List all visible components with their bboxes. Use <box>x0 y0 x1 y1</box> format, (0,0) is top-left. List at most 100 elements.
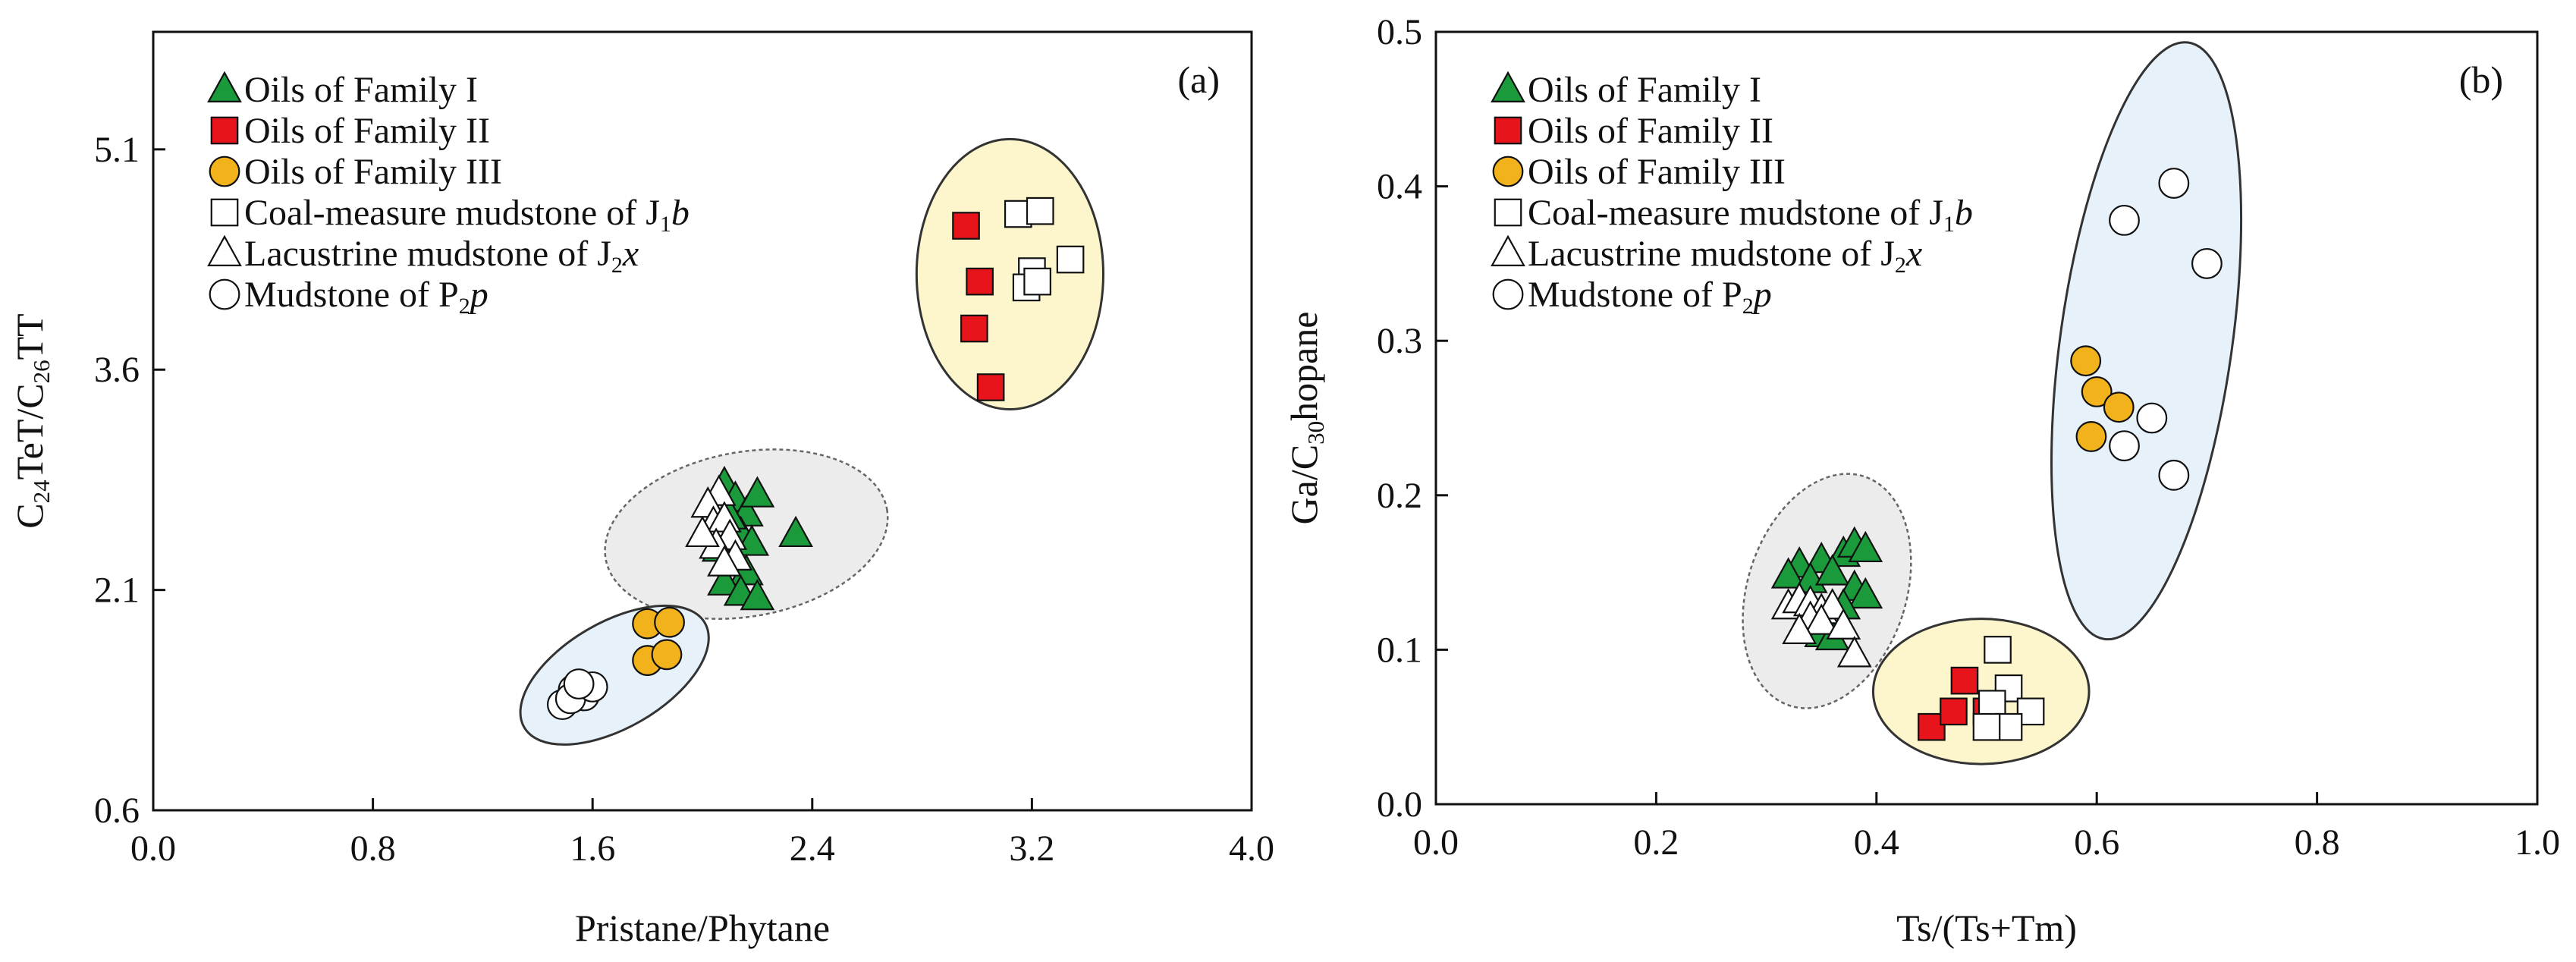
y-tick-label: 3.6 <box>94 350 140 390</box>
text-part: p <box>1751 275 1772 315</box>
text-part: b <box>1955 193 1973 233</box>
legend-marker <box>209 73 240 102</box>
chart-panel-a: 0.0 0.8 1.6 2.4 3.2 4.0 0.6 2.1 3.6 5.1 Pristane/P… <box>8 32 1274 949</box>
y-tick-label: 0.1 <box>1377 630 1422 670</box>
text-part: 1 <box>660 212 671 237</box>
x-axis-title: Ts/(Ts+Tm) <box>1896 907 2077 949</box>
legend-marker <box>1494 280 1523 310</box>
x-axis-title: Pristane/Phytane <box>575 907 830 949</box>
text-part: x <box>622 234 639 274</box>
legend-entry: Lacustrine mudstone of J2x <box>244 234 639 278</box>
x-tick-label: 3.2 <box>1009 828 1054 869</box>
data-point <box>2160 461 2189 490</box>
legend-entry: Oils of Family I <box>1528 70 1761 110</box>
text-part: 2 <box>1742 294 1754 319</box>
figure: 0.0 0.8 1.6 2.4 3.2 4.0 0.6 2.1 3.6 5.1 Pristane/P… <box>0 0 2576 962</box>
legend-marker <box>1492 237 1524 266</box>
data-point <box>2109 431 2139 461</box>
text-part: Ga/C <box>1283 445 1325 525</box>
y-tick-label: 0.6 <box>94 791 140 831</box>
y-tick-label: 2.1 <box>94 571 140 611</box>
legend-entry: Mudstone of P2p <box>1528 275 1772 319</box>
data-point <box>655 608 684 637</box>
text-part: C <box>8 503 51 528</box>
text-part: Coal-measure mudstone of J <box>244 193 660 233</box>
x-tick-label: 0.0 <box>1413 822 1459 863</box>
legend-marker <box>212 118 237 143</box>
text-part: 26 <box>28 360 55 383</box>
x-tick-label: 0.4 <box>1854 822 1899 863</box>
legend-marker <box>210 280 240 310</box>
text-part: b <box>671 193 690 233</box>
text-part: 2 <box>1895 253 1906 278</box>
text-part: TeT/C <box>8 383 51 479</box>
y-tick-label: 5.1 <box>94 130 140 170</box>
text-part: Lacustrine mudstone of J <box>1528 234 1895 274</box>
data-point <box>1984 637 2010 662</box>
text-part: Oils of Family II <box>244 111 490 151</box>
y-tick-label: 0.4 <box>1377 167 1422 207</box>
y-tick-label: 0.2 <box>1377 476 1422 516</box>
text-part: Oils of Family III <box>1528 152 1786 192</box>
data-point <box>1057 247 1083 272</box>
data-point <box>1027 198 1053 224</box>
text-part: p <box>468 275 488 315</box>
text-part: Oils of Family I <box>1528 70 1761 110</box>
data-point <box>652 640 682 669</box>
data-point <box>961 316 987 341</box>
text-part: 30 <box>1302 421 1329 445</box>
x-tick-label: 0.6 <box>2074 822 2119 863</box>
x-tick-label: 0.8 <box>2295 822 2340 863</box>
x-tick-label: 0.2 <box>1633 822 1679 863</box>
data-point <box>2109 206 2139 235</box>
x-tick-label: 0.0 <box>130 828 176 869</box>
legend-entry: Mudstone of P2p <box>244 275 488 319</box>
x-tick-label: 1.0 <box>2515 822 2560 863</box>
legend-marker <box>1495 118 1521 143</box>
x-tick-label: 1.6 <box>570 828 615 869</box>
data-point <box>966 269 992 294</box>
data-point <box>1024 269 1050 294</box>
legend-marker <box>210 157 240 187</box>
legend-entry: Coal-measure mudstone of J1b <box>1528 193 1973 237</box>
x-tick-label: 4.0 <box>1229 828 1274 869</box>
family-II-ellipse <box>916 139 1103 409</box>
text-part: Coal-measure mudstone of J <box>1528 193 1943 233</box>
text-part: 1 <box>1943 212 1955 237</box>
data-point <box>953 212 979 238</box>
data-point <box>2071 346 2100 376</box>
legend-entry: Oils of Family II <box>244 111 490 151</box>
y-tick-label: 0.3 <box>1377 321 1422 361</box>
text-part: Oils of Family I <box>244 70 478 110</box>
chart-panel-b: 0.0 0.2 0.4 0.6 0.8 1.0 0.0 0.1 0.2 0.3 0.4 0.5 Ts/(… <box>1283 12 2560 949</box>
text-part: Lacustrine mudstone of J <box>244 234 611 274</box>
legend-entry: Oils of Family II <box>1528 111 1773 151</box>
data-point <box>2192 249 2222 278</box>
mudstone-P2p-ellipse <box>2019 30 2273 651</box>
legend-marker <box>212 200 237 225</box>
data-point <box>1952 668 1978 693</box>
y-axis-title: C24TeT/C26TT <box>8 313 55 528</box>
legend-entry: Oils of Family I <box>244 70 478 110</box>
x-tick-label: 2.4 <box>790 828 835 869</box>
text-part: TT <box>8 313 51 360</box>
data-point <box>978 374 1004 400</box>
data-point <box>2077 422 2106 451</box>
data-point <box>1940 699 1966 725</box>
y-tick-label: 0.0 <box>1377 784 1422 825</box>
x-tick-label: 0.8 <box>350 828 396 869</box>
data-point <box>2137 404 2166 433</box>
text-part: hopane <box>1283 312 1325 421</box>
legend-marker <box>1495 200 1521 225</box>
legend-marker <box>1494 157 1523 187</box>
y-tick-label: 0.5 <box>1377 12 1422 52</box>
legend-entry: Coal-measure mudstone of J1b <box>244 193 690 237</box>
data-point <box>2160 168 2189 198</box>
panel-label: (a) <box>1178 58 1220 101</box>
panel-label: (b) <box>2459 58 2503 101</box>
y-axis-title: Ga/C30hopane <box>1283 312 1329 525</box>
text-part: Oils of Family III <box>244 152 502 192</box>
text-part: x <box>1905 234 1922 274</box>
data-point <box>1979 690 2005 716</box>
data-point <box>564 669 594 699</box>
